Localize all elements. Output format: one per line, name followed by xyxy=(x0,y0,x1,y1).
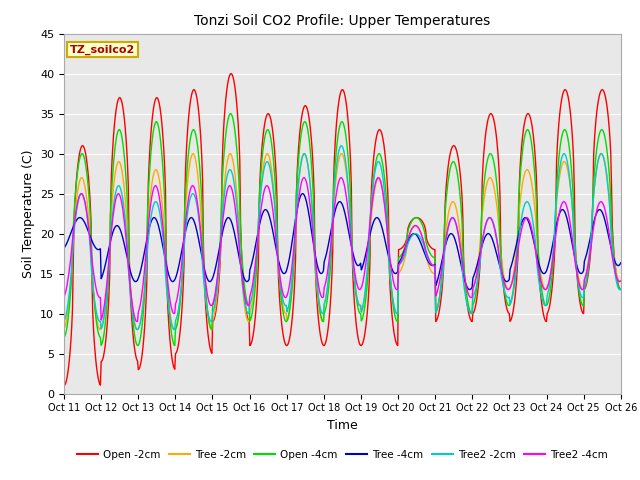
Tree -2cm xyxy=(128,302,136,308)
Tree2 -2cm xyxy=(617,286,625,292)
Legend: Open -2cm, Tree -2cm, Open -4cm, Tree -4cm, Tree2 -2cm, Tree2 -4cm: Open -2cm, Tree -2cm, Open -4cm, Tree -4… xyxy=(73,445,612,464)
Open -4cm xyxy=(60,335,68,340)
Tree -4cm xyxy=(70,222,78,228)
Tree -2cm xyxy=(617,278,625,284)
Tree2 -4cm xyxy=(412,223,419,228)
Tree -4cm xyxy=(466,287,474,292)
Open -2cm xyxy=(70,219,78,225)
Line: Open -2cm: Open -2cm xyxy=(64,73,621,385)
Tree2 -4cm xyxy=(617,278,625,284)
Line: Tree -2cm: Tree -2cm xyxy=(64,154,621,330)
Open -2cm xyxy=(214,297,221,303)
Tree2 -2cm xyxy=(337,143,345,148)
Tree2 -4cm xyxy=(214,268,222,274)
Tree -4cm xyxy=(428,262,435,268)
Open -4cm xyxy=(227,111,234,117)
Tree2 -2cm xyxy=(214,276,222,282)
Line: Tree2 -4cm: Tree2 -4cm xyxy=(64,178,621,322)
Tree2 -2cm xyxy=(127,300,135,306)
Open -2cm xyxy=(617,287,625,292)
Open -4cm xyxy=(214,268,222,274)
Open -4cm xyxy=(171,343,179,348)
Tree -4cm xyxy=(411,231,419,237)
Tree2 -2cm xyxy=(70,229,78,235)
Open -4cm xyxy=(185,148,193,154)
Tree2 -4cm xyxy=(127,294,135,300)
Tree2 -4cm xyxy=(300,175,308,180)
Open -2cm xyxy=(428,245,435,251)
Title: Tonzi Soil CO2 Profile: Upper Temperatures: Tonzi Soil CO2 Profile: Upper Temperatur… xyxy=(195,14,490,28)
Open -2cm xyxy=(411,215,419,221)
Open -2cm xyxy=(60,383,68,388)
Tree -4cm xyxy=(617,260,625,266)
Y-axis label: Soil Temperature (C): Soil Temperature (C) xyxy=(22,149,35,278)
Tree -2cm xyxy=(214,280,222,286)
Tree2 -2cm xyxy=(185,203,193,209)
Tree -2cm xyxy=(97,327,104,333)
Tree -4cm xyxy=(184,220,192,226)
Tree -4cm xyxy=(214,256,221,262)
Tree2 -4cm xyxy=(133,319,141,324)
Tree2 -2cm xyxy=(412,231,419,237)
Tree -2cm xyxy=(70,222,78,228)
Open -2cm xyxy=(127,310,135,316)
Tree2 -2cm xyxy=(428,262,436,267)
Open -4cm xyxy=(428,253,436,259)
Tree -2cm xyxy=(60,326,68,332)
Open -2cm xyxy=(227,71,235,76)
Tree -4cm xyxy=(60,245,68,251)
Open -4cm xyxy=(412,215,419,220)
Open -4cm xyxy=(127,300,135,306)
Text: TZ_soilco2: TZ_soilco2 xyxy=(70,44,135,55)
Tree -2cm xyxy=(598,151,605,156)
Line: Tree -4cm: Tree -4cm xyxy=(64,193,621,289)
Tree2 -2cm xyxy=(170,327,178,333)
Tree2 -4cm xyxy=(60,294,68,300)
Tree2 -2cm xyxy=(60,318,68,324)
Line: Open -4cm: Open -4cm xyxy=(64,114,621,346)
Open -4cm xyxy=(70,210,78,216)
Tree -4cm xyxy=(299,191,307,196)
Tree -4cm xyxy=(127,272,135,277)
Tree -2cm xyxy=(185,169,193,175)
X-axis label: Time: Time xyxy=(327,419,358,432)
Tree2 -4cm xyxy=(428,262,436,267)
Tree2 -4cm xyxy=(70,223,78,228)
Open -2cm xyxy=(184,123,192,129)
Line: Tree2 -2cm: Tree2 -2cm xyxy=(64,145,621,330)
Tree2 -4cm xyxy=(185,194,193,200)
Tree -2cm xyxy=(428,268,435,274)
Open -4cm xyxy=(617,287,625,292)
Tree -2cm xyxy=(411,223,419,228)
